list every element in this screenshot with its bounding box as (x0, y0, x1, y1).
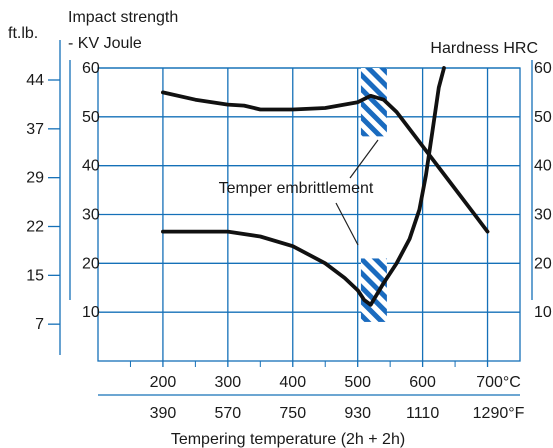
x-axis-title: Tempering temperature (2h + 2h) (171, 431, 405, 448)
joule-tick-label: 20 (82, 255, 100, 272)
curves (160, 66, 490, 307)
temper-embrittlement-label: Temper embrittlement (219, 180, 374, 197)
fahrenheit-tick-label: 390 (150, 405, 177, 422)
ftlb-tick-label: 44 (26, 72, 44, 89)
hardness-tick-label: 60 (534, 60, 552, 77)
ftlb-tick-label: 22 (26, 219, 44, 236)
hardness-tick-label: 50 (534, 109, 552, 126)
joule-tick-label: 60 (82, 60, 100, 77)
annotation-pointer-upper (349, 139, 379, 179)
joule-tick-label: 50 (82, 109, 100, 126)
joule-tick-label: 40 (82, 158, 100, 175)
ftlb-tick-label: 7 (35, 316, 44, 333)
grid (97, 67, 521, 367)
hardness-tick-label: 40 (534, 158, 552, 175)
celsius-tick-label: 600 (409, 374, 436, 391)
celsius-tick-label: 400 (279, 374, 306, 391)
impact-axis-title-line2: - KV Joule (68, 35, 142, 52)
hatched-zone (360, 68, 387, 137)
fahrenheit-tick-label: 750 (279, 405, 306, 422)
fahrenheit-tick-label: 570 (214, 405, 241, 422)
ftlb-tick-label: 29 (26, 170, 44, 187)
fahrenheit-tick-label: 930 (344, 405, 371, 422)
hatched-zone (360, 258, 387, 322)
joule-tick-label: 10 (82, 304, 100, 321)
fahrenheit-tick-label: 1110 (406, 405, 439, 422)
hardness-curve (160, 90, 490, 234)
ftlb-tick-label: 15 (26, 267, 44, 284)
temper-embrittlement-zones (360, 68, 387, 322)
hardness-tick-label: 30 (534, 207, 552, 224)
axes (59, 40, 533, 396)
ftlb-tick-label: 37 (26, 121, 44, 138)
annotation-pointer-lower (335, 202, 359, 246)
tick-labels: 7 15 22 29 37 44 10 20 30 40 50 60 10 20 30 40 50 60 200 30… (26, 60, 552, 422)
fahrenheit-tick-label: 1290°F (473, 405, 525, 422)
impact-curve (160, 66, 446, 307)
celsius-tick-label: 500 (344, 374, 371, 391)
celsius-tick-label: 200 (150, 374, 177, 391)
impact-axis-title-line1: Impact strength (68, 9, 178, 26)
ftlb-axis-title: ft.lb. (8, 25, 38, 42)
celsius-tick-label: 300 (214, 374, 241, 391)
hardness-tick-label: 20 (534, 255, 552, 272)
celsius-tick-label: 700°C (476, 374, 521, 391)
hardness-tick-label: 10 (534, 304, 552, 321)
annotation: Temper embrittlement (219, 139, 379, 246)
joule-tick-label: 30 (82, 207, 100, 224)
hardness-axis-title: Hardness HRC (430, 40, 538, 57)
